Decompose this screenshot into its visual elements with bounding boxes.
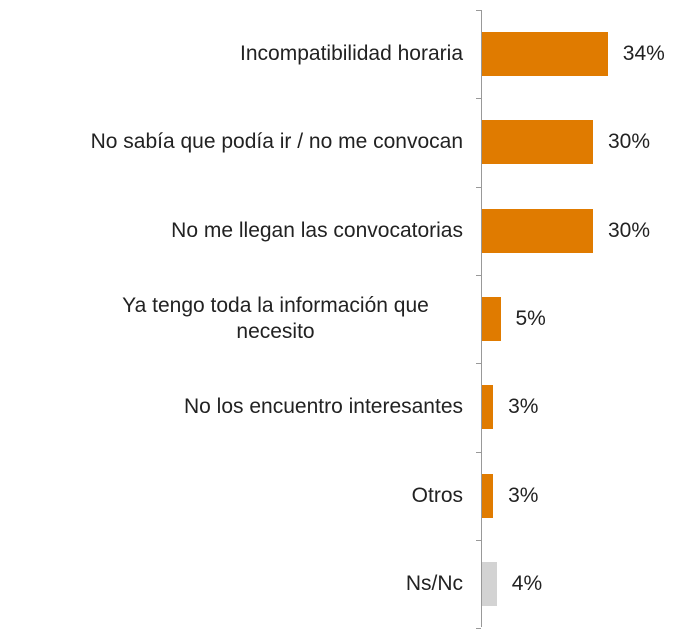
bar: [482, 473, 494, 518]
value-label: 4%: [511, 571, 543, 595]
bar: [482, 208, 593, 253]
category-tick: [476, 451, 481, 453]
bar: [482, 120, 593, 165]
value-label: 30%: [608, 218, 651, 242]
category-label: No los encuentro interesantes: [184, 395, 463, 419]
bar: [482, 385, 494, 430]
category-tick: [476, 274, 481, 276]
category-label: No sabía que podía ir / no me convocan: [90, 130, 463, 154]
value-label: 30%: [608, 130, 651, 154]
category-label: Ns/Nc: [405, 571, 463, 595]
category-label: Otros: [411, 483, 463, 507]
value-label: 5%: [515, 307, 546, 331]
category-tick: [476, 539, 481, 541]
value-label: 3%: [508, 395, 539, 419]
category-tick: [476, 10, 481, 11]
category-tick: [476, 363, 481, 365]
bar: [482, 32, 608, 77]
category-label: Incompatibilidad horaria: [240, 42, 463, 66]
bar: [482, 297, 501, 342]
category-label: No me llegan las convocatorias: [171, 218, 463, 242]
axis-line: [481, 10, 482, 627]
category-label: Ya tengo toda la información que necesit…: [122, 294, 429, 344]
category-tick: [476, 98, 481, 100]
value-label: 3%: [508, 483, 539, 507]
bar: [482, 561, 497, 606]
category-tick: [476, 186, 481, 188]
value-label: 34%: [622, 42, 665, 66]
